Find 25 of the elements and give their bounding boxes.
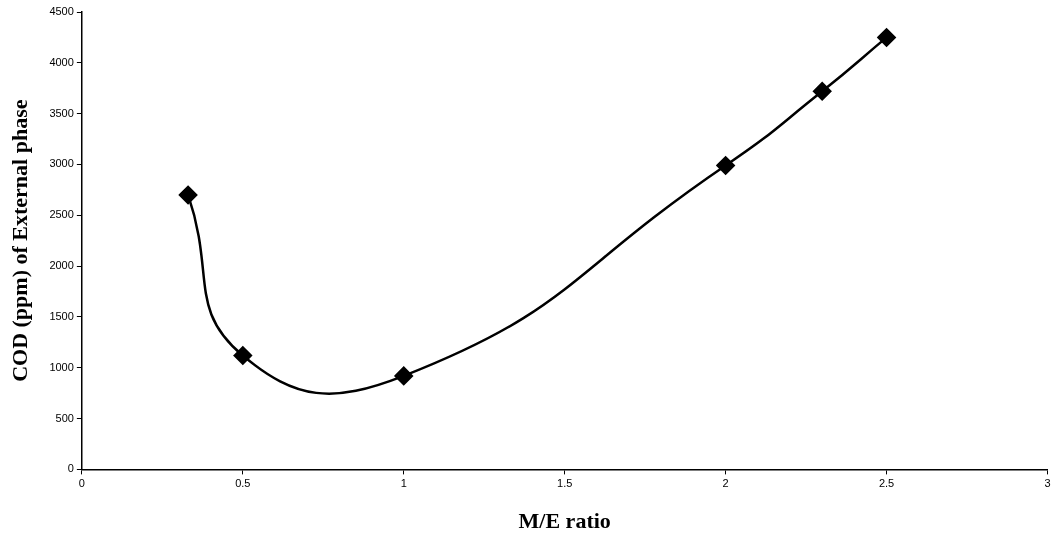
y-tick-label: 2000 — [49, 259, 74, 272]
point — [716, 156, 735, 175]
point — [394, 366, 413, 386]
x-tick-label: 0.5 — [235, 477, 251, 490]
x-tick-label: 1 — [400, 477, 407, 490]
y-tick-label: 500 — [55, 411, 74, 424]
y-tick-label: 0 — [67, 462, 74, 475]
x-tick-label: 3 — [1044, 477, 1051, 490]
y-axis-title: COD (ppm) of External phase — [6, 99, 32, 382]
point — [877, 28, 896, 47]
y-tick-label: 2500 — [49, 208, 74, 221]
point — [233, 346, 253, 365]
y-tick-label: 1000 — [49, 360, 74, 373]
y-tick-label: 1500 — [49, 309, 74, 322]
y-tick-label: 4500 — [49, 5, 74, 18]
y-tick-label: 4000 — [49, 55, 74, 68]
point — [178, 185, 198, 205]
x-tick-label: 2 — [722, 477, 729, 490]
x-tick-label: 1.5 — [557, 477, 573, 490]
point — [812, 82, 832, 101]
y-tick-label: 3500 — [49, 106, 74, 119]
y-tick-label: 3000 — [49, 157, 74, 170]
x-tick-label: 0 — [78, 477, 85, 490]
x-tick-label: 2.5 — [878, 477, 895, 490]
x-axis-title: M/E ratio — [518, 508, 611, 534]
